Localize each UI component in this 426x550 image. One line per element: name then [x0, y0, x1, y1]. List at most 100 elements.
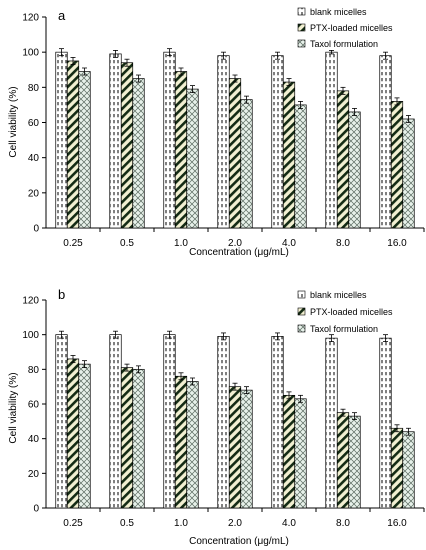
legend-item: blank micelles: [297, 290, 367, 300]
bar: [55, 51, 68, 229]
bar: [271, 55, 284, 229]
legend-swatch: [297, 307, 306, 316]
legend-label: PTX-loaded micelles: [310, 23, 393, 33]
axes: 0 20 40 60 80 100 120 0.25 0.5 1.0 2.0 4.0 8.0 16.0: [22, 296, 425, 529]
legend-item: Taxol formulation: [297, 39, 378, 49]
y-tick-label: 120: [22, 296, 39, 307]
y-tick-label: 120: [22, 13, 39, 24]
x-tick-label: 16.0: [387, 238, 407, 249]
bar: [336, 90, 350, 229]
legend-swatch: [297, 39, 306, 48]
y-tick-label: 0: [33, 224, 39, 235]
legend-label: Taxol formulation: [310, 324, 378, 334]
bar: [186, 381, 199, 509]
axes: 0 20 40 60 80 100 120 0.25 0.5 1.0 2.0 4.0 8.0 16.0: [22, 13, 425, 249]
x-axis-label: Concentration (μg/mL): [189, 247, 289, 258]
bar: [402, 118, 415, 229]
bar: [109, 334, 122, 509]
x-tick-label: 1.0: [174, 238, 188, 249]
y-tick-label: 100: [22, 48, 39, 59]
legend-item: blank micelles: [297, 7, 367, 17]
legend-swatch: [297, 7, 306, 16]
y-tick-label: 100: [22, 330, 39, 341]
legend-label: blank micelles: [310, 7, 367, 17]
panel-label: a: [58, 8, 66, 23]
x-tick-label: 0.25: [63, 238, 83, 249]
bar: [294, 104, 307, 229]
bar: [217, 55, 230, 229]
x-tick-label: 16.0: [387, 518, 407, 529]
x-tick-label: 8.0: [336, 238, 350, 249]
bar: [282, 394, 296, 509]
bar: [348, 415, 361, 509]
bar: [163, 51, 176, 229]
x-tick-label: 8.0: [336, 518, 350, 529]
x-tick-label: 2.0: [228, 238, 242, 249]
legend-swatch: [297, 23, 306, 32]
y-tick-label: 60: [28, 118, 40, 129]
bar: [240, 389, 253, 509]
x-tick-label: 1.0: [174, 518, 188, 529]
y-axis-label: Cell viability (%): [8, 372, 19, 443]
y-tick-label: 20: [28, 188, 40, 199]
bar: [348, 111, 361, 229]
bar: [402, 431, 415, 509]
x-tick-label: 0.5: [120, 518, 134, 529]
bar: [174, 71, 188, 229]
y-axis-label: Cell viability (%): [8, 86, 19, 157]
chart-panel-a: a Cell viability (%) Concentration (μg/m…: [8, 7, 425, 258]
y-tick-label: 80: [28, 365, 40, 376]
bar: [379, 55, 392, 229]
bar: [120, 62, 134, 229]
bar: [66, 358, 80, 509]
bars: [55, 330, 415, 509]
bar: [109, 53, 122, 229]
legend-item: Taxol formulation: [297, 324, 378, 334]
y-tick-label: 40: [28, 434, 40, 445]
bar: [294, 398, 307, 509]
y-tick-label: 40: [28, 153, 40, 164]
x-tick-label: 2.0: [228, 518, 242, 529]
legend-swatch: [297, 290, 306, 299]
x-tick-label: 0.25: [63, 518, 83, 529]
legend: blank micelles PTX-loaded micelles Taxol…: [297, 290, 393, 334]
bar: [132, 368, 145, 509]
bar: [379, 337, 392, 509]
panel-label: b: [58, 287, 65, 302]
legend-label: PTX-loaded micelles: [310, 307, 393, 317]
bar: [390, 101, 404, 229]
bar: [78, 363, 91, 509]
bar: [240, 99, 253, 229]
bar: [336, 412, 350, 509]
legend-item: PTX-loaded micelles: [297, 23, 393, 33]
x-tick-label: 0.5: [120, 238, 134, 249]
legend-label: blank micelles: [310, 290, 367, 300]
bar: [282, 81, 296, 229]
bar: [186, 88, 199, 229]
bar: [217, 336, 230, 509]
x-tick-label: 4.0: [282, 518, 296, 529]
bar: [325, 337, 338, 509]
bar: [120, 367, 134, 509]
y-tick-label: 60: [28, 400, 40, 411]
bar: [390, 427, 404, 509]
y-tick-label: 80: [28, 83, 40, 94]
legend-item: PTX-loaded micelles: [297, 307, 393, 317]
x-axis-label: Concentration (μg/mL): [189, 536, 289, 547]
bars: [55, 48, 415, 229]
legend: blank micelles PTX-loaded micelles Taxol…: [297, 7, 393, 49]
bar: [55, 334, 68, 509]
legend-swatch: [297, 324, 306, 333]
chart-panel-b: b Cell viability (%) Concentration (μg/m…: [8, 287, 425, 547]
bar: [132, 78, 145, 229]
y-tick-label: 0: [33, 504, 39, 515]
bar: [163, 334, 176, 509]
bar: [228, 78, 242, 229]
bar: [271, 336, 284, 509]
bar: [66, 60, 80, 229]
bar: [325, 51, 338, 229]
bar: [78, 71, 91, 229]
y-tick-label: 20: [28, 469, 40, 480]
bar: [228, 386, 242, 509]
